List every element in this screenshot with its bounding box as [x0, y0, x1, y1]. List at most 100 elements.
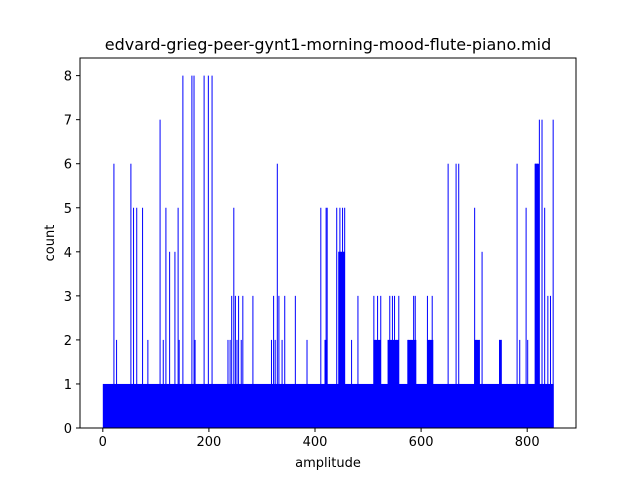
bar: [294, 295, 296, 428]
bar: [147, 339, 149, 428]
bar: [203, 75, 205, 428]
bar: [516, 163, 518, 428]
bar: [276, 163, 278, 428]
bar: [326, 207, 328, 428]
bar: [519, 339, 521, 428]
x-tick-label: 0: [99, 435, 107, 450]
bar: [325, 207, 327, 428]
y-tick-label: 7: [64, 114, 72, 129]
x-axis-ticks: 0 200 400 600 800: [99, 428, 540, 450]
plot-frame: [79, 57, 577, 429]
y-tick-label: 1: [64, 378, 72, 393]
bar: [270, 339, 272, 428]
bar-band: [426, 339, 434, 428]
bar: [130, 163, 132, 428]
bar: [234, 295, 236, 428]
bar: [324, 339, 326, 428]
bar: [113, 163, 115, 428]
bar: [447, 163, 449, 428]
x-tick-label: 200: [196, 435, 221, 450]
bar: [273, 295, 275, 428]
y-axis-ticks: 0 1 2 3 4 5 6 7 8: [64, 70, 80, 437]
bar: [413, 295, 415, 428]
y-tick-label: 5: [64, 202, 72, 217]
bar: [476, 339, 478, 428]
bar: [373, 295, 375, 428]
bar: [550, 295, 552, 428]
y-tick-label: 0: [64, 422, 72, 437]
bar: [174, 251, 176, 428]
bar: [407, 339, 409, 428]
bar: [429, 339, 431, 428]
bar: [481, 251, 483, 428]
bar: [338, 251, 340, 428]
y-tick-label: 2: [64, 334, 72, 349]
bar: [541, 119, 543, 429]
x-tick-label: 600: [409, 435, 434, 450]
bar: [535, 163, 537, 428]
bar: [344, 207, 346, 428]
bar: [236, 339, 238, 428]
bar: [233, 207, 235, 428]
bar: [398, 295, 400, 428]
bar: [340, 251, 342, 428]
bar: [169, 251, 171, 428]
bar: [396, 339, 398, 428]
bar: [191, 75, 193, 428]
bar: [527, 339, 529, 428]
bar: [231, 295, 233, 428]
bar: [182, 75, 184, 428]
bar: [544, 207, 546, 428]
bar: [211, 75, 213, 428]
bar: [357, 295, 359, 428]
y-axis-label: count: [43, 225, 58, 262]
bar: [227, 339, 229, 428]
bar: [162, 339, 164, 428]
bar: [178, 339, 180, 428]
bar: [194, 339, 196, 428]
bar: [116, 339, 118, 428]
bar: [342, 207, 344, 428]
bar: [500, 339, 502, 428]
bar: [391, 295, 393, 428]
bars-group: [102, 75, 554, 429]
bar: [431, 295, 433, 428]
bar: [387, 339, 389, 428]
bar: [538, 119, 540, 429]
bar: [252, 295, 254, 428]
x-tick-label: 800: [515, 435, 540, 450]
bar: [306, 339, 308, 428]
bar-band: [387, 339, 399, 428]
bar: [351, 339, 353, 428]
bar: [343, 251, 345, 428]
bar: [389, 295, 391, 428]
bar: [547, 295, 549, 428]
bar: [410, 339, 412, 428]
bar: [458, 163, 460, 428]
bar: [426, 295, 428, 428]
bar: [374, 339, 376, 428]
bar: [142, 207, 144, 428]
bar: [414, 295, 416, 428]
bar: [499, 339, 501, 428]
bar: [455, 163, 457, 428]
bar: [136, 207, 138, 428]
y-tick-label: 6: [64, 158, 72, 173]
bar: [159, 119, 161, 429]
bar-baseline: [102, 383, 554, 428]
x-tick-label: 400: [303, 435, 328, 450]
bar: [394, 295, 396, 428]
bar: [284, 295, 286, 428]
bar: [278, 295, 280, 428]
chart-title: edvard-grieg-peer-gynt1-morning-mood-flu…: [105, 35, 551, 54]
bar: [478, 339, 480, 428]
bar: [207, 75, 209, 428]
bar: [552, 119, 554, 429]
bar: [274, 339, 276, 428]
bar: [339, 207, 341, 428]
bar: [320, 207, 322, 428]
bar: [336, 207, 338, 428]
bar-band: [338, 251, 345, 428]
bar: [193, 75, 195, 428]
